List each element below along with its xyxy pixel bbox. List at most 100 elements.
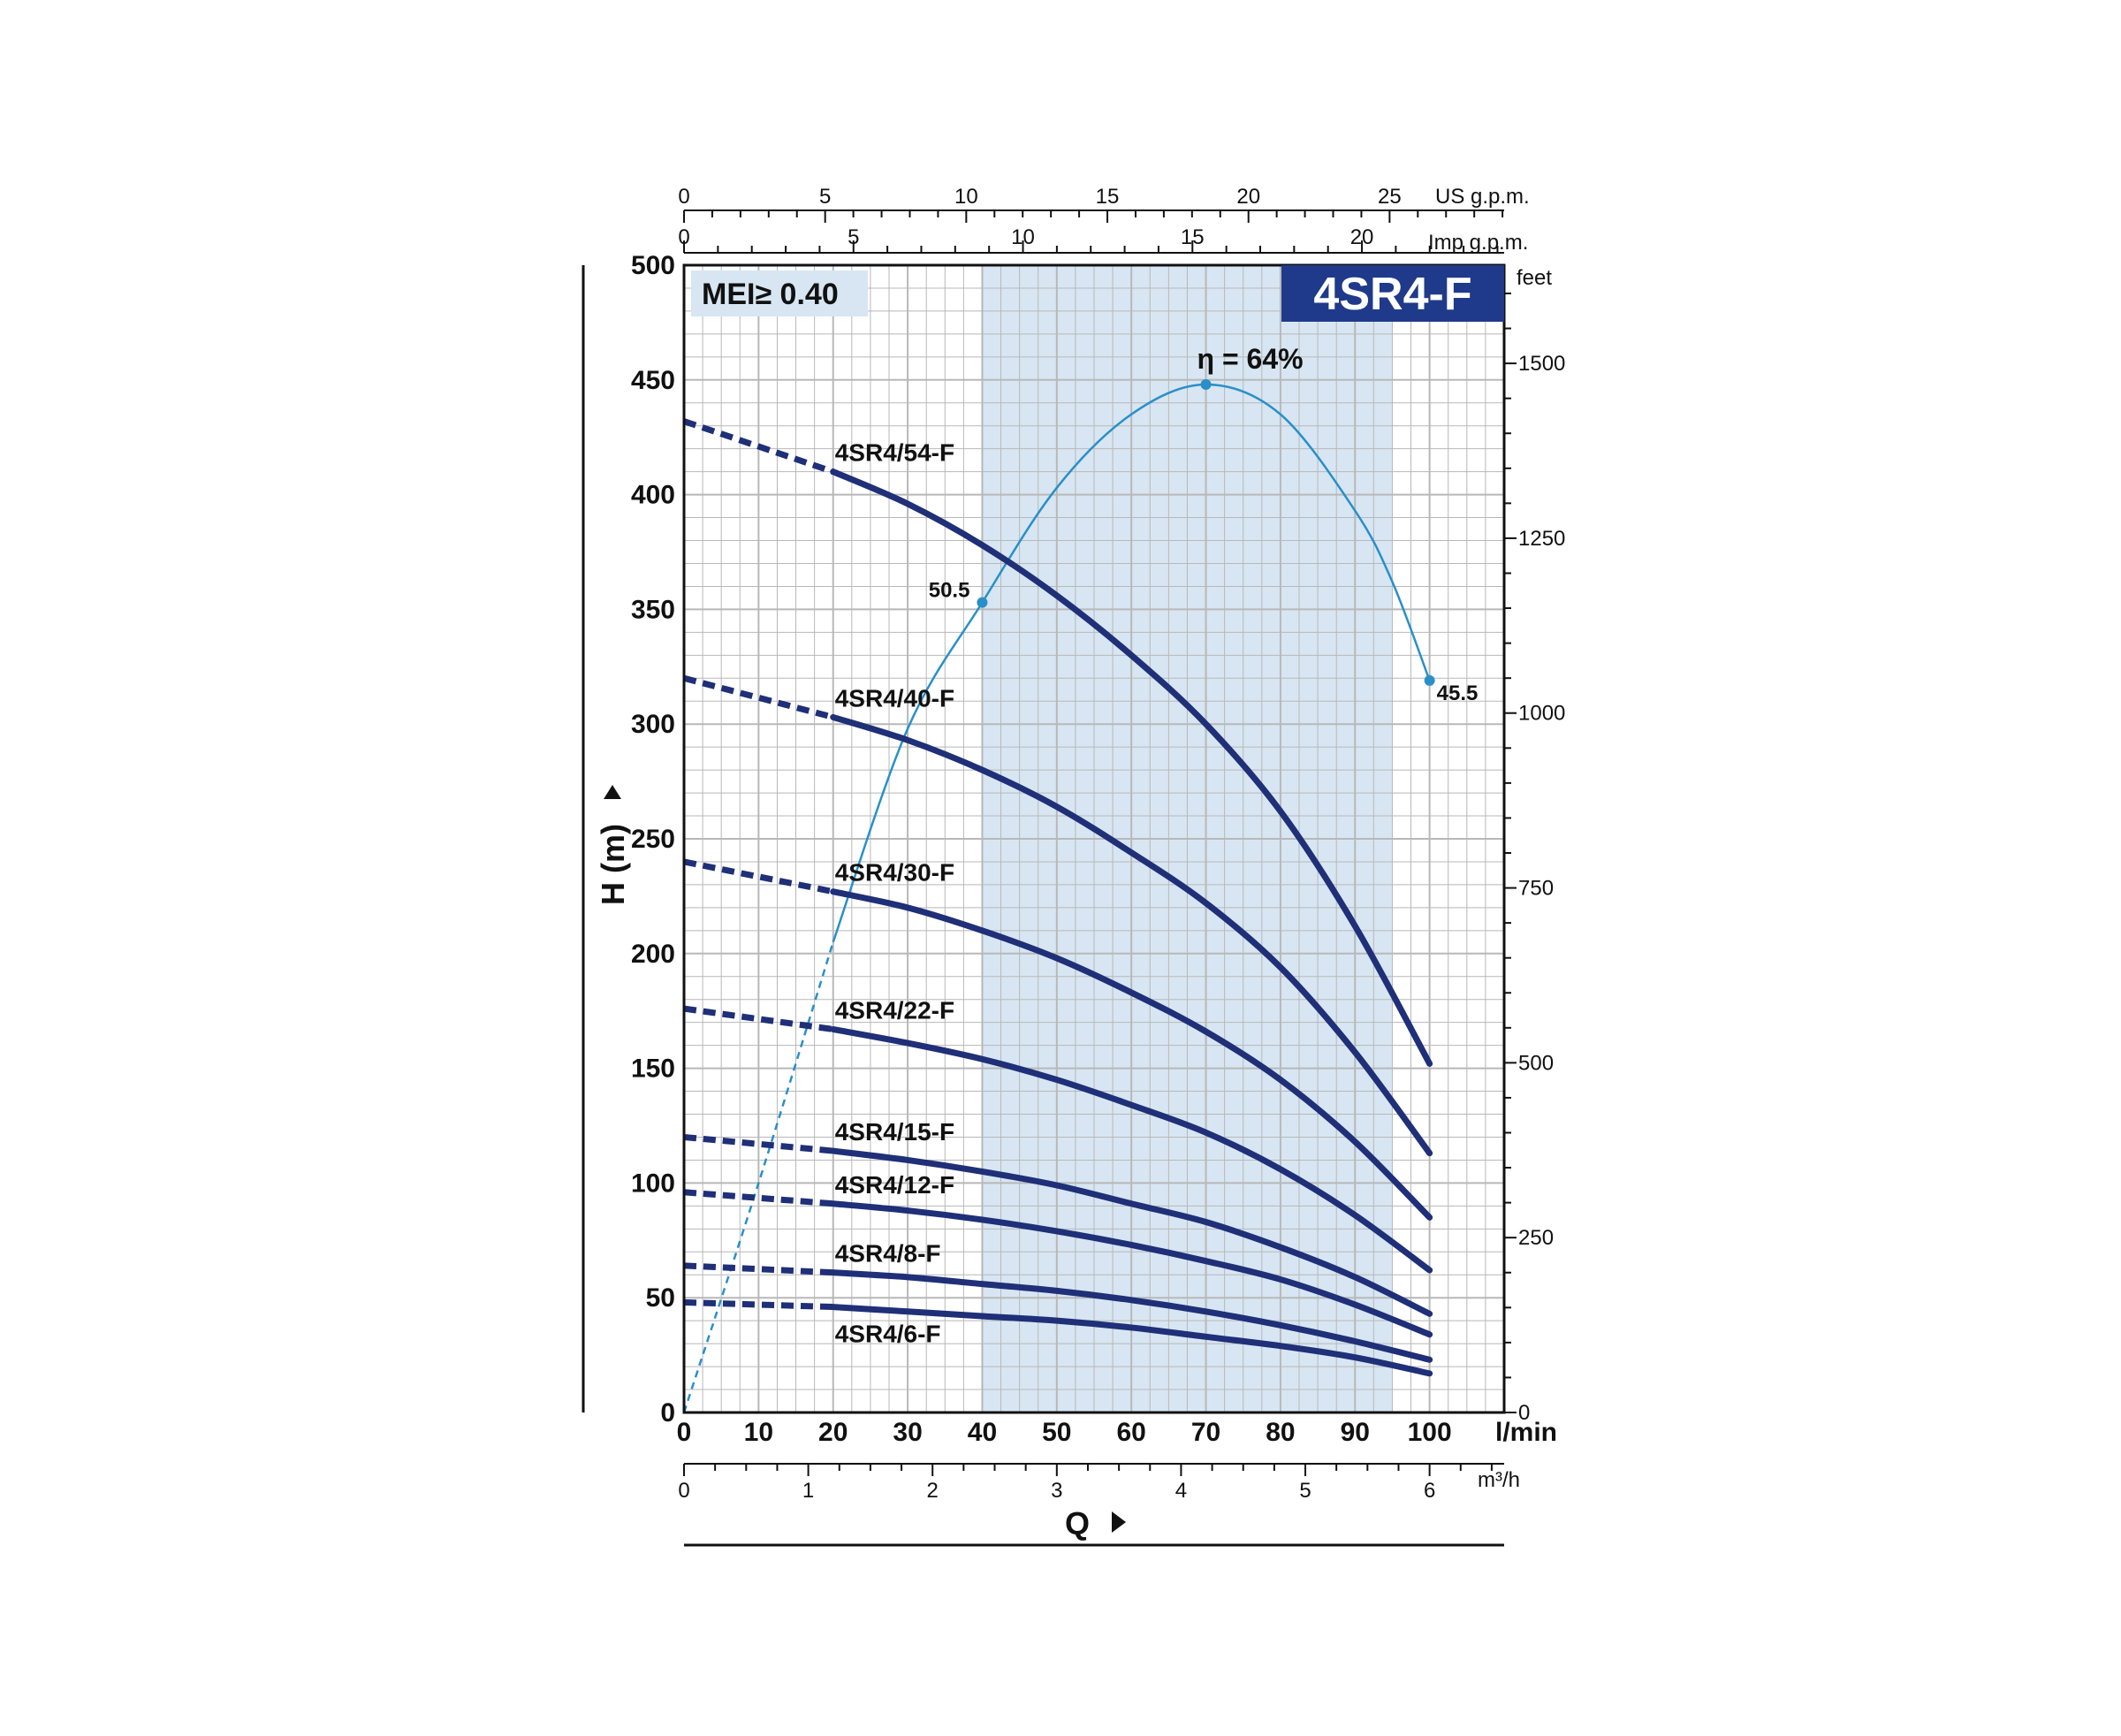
imp-gpm-tick-label: 0 (678, 225, 689, 249)
curve-group: 4SR4/15-F (683, 1118, 1433, 1317)
curve-dashed-segment (683, 858, 834, 895)
curve-label: 4SR4/22-F (835, 996, 954, 1024)
curve-solid-segment (830, 1025, 1433, 1274)
mei-badge-text: MEI≥ 0.40 (702, 278, 839, 311)
efficiency-point (977, 597, 988, 608)
curve-solid-segment (830, 1147, 1433, 1317)
imp-gpm-tick-label: 15 (1181, 225, 1205, 249)
efficiency-point-label: 50.5 (929, 579, 970, 603)
imp-gpm-tick-label: 20 (1350, 225, 1374, 249)
y-axis-arrow-icon (604, 785, 621, 799)
y-tick-label: 150 (631, 1055, 675, 1084)
curve-group: 4SR4/8-F (683, 1240, 1433, 1363)
m3h-tick-label: 1 (802, 1479, 814, 1503)
imp-gpm-axis-unit: Imp g.p.m. (1428, 231, 1528, 255)
y-tick-label: 400 (631, 481, 675, 510)
curve-label: 4SR4/12-F (835, 1171, 954, 1199)
feet-tick-label: 500 (1518, 1051, 1554, 1075)
curve-dashed-segment (683, 1298, 833, 1311)
us-gpm-tick-label: 15 (1096, 185, 1120, 209)
curve-label: 4SR4/40-F (835, 684, 954, 712)
plot-frame (682, 263, 1506, 1414)
x-tick-label: 60 (1116, 1418, 1145, 1447)
feet-tick-label: 1250 (1518, 527, 1565, 551)
curve-label: 4SR4/8-F (835, 1240, 941, 1268)
curve-group: 4SR4/22-F (683, 996, 1433, 1274)
m3h-tick-label: 2 (927, 1479, 939, 1503)
efficiency-peak-point (1200, 378, 1212, 390)
x-tick-label: 40 (968, 1418, 997, 1447)
efficiency-point (1424, 674, 1435, 686)
y-tick-label: 50 (646, 1283, 675, 1313)
efficiency-curve-dashed (682, 941, 834, 1413)
curve-dashed-segment (683, 1005, 834, 1032)
x-tick-label: 70 (1191, 1418, 1220, 1447)
curve-group: 4SR4/12-F (683, 1171, 1433, 1338)
feet-tick-label: 750 (1518, 877, 1554, 901)
curve-label: 4SR4/30-F (835, 859, 954, 887)
x-tick-label: 90 (1341, 1418, 1370, 1447)
us-gpm-tick-label: 20 (1236, 185, 1260, 209)
us-gpm-tick-label: 25 (1378, 185, 1402, 209)
efficiency-point-label: 45.5 (1437, 681, 1479, 705)
x-tick-label: 80 (1266, 1418, 1295, 1447)
curve-solid-segment (830, 468, 1433, 1067)
y-tick-label: 250 (631, 825, 675, 854)
curve-solid-segment (830, 1269, 1433, 1363)
m3h-tick-label: 0 (678, 1479, 689, 1503)
x-axis-unit: l/min (1495, 1418, 1557, 1447)
y-axis-title: H (m) (595, 824, 631, 905)
pump-curves: 4SR4/54-F 4SR4/40-F 4SR4/30-F 4SR4/22-F 4SR4… (682, 418, 1433, 1377)
m3h-tick-label: 6 (1424, 1479, 1435, 1503)
chart-title-box: 4SR4-F (1281, 265, 1504, 322)
axes: 0 10 20 30 40 50 60 70 80 90 100 l/min0501001502002… (631, 185, 1565, 1503)
us-gpm-tick-label: 5 (819, 185, 831, 209)
x-tick-label: 50 (1042, 1418, 1071, 1447)
m3h-tick-label: 3 (1051, 1479, 1062, 1503)
y-tick-label: 500 (631, 251, 675, 280)
curve-group: 4SR4/6-F (683, 1298, 1433, 1377)
y-tick-label: 450 (631, 366, 675, 395)
x-tick-label: 100 (1408, 1418, 1452, 1447)
curve-label: 4SR4/6-F (835, 1321, 941, 1348)
x-axis-label: Q (1065, 1505, 1126, 1542)
y-axis-label: H (m) (595, 785, 631, 905)
curve-dashed-segment (683, 1189, 833, 1207)
curve-solid-segment (830, 1200, 1433, 1338)
efficiency-curve: η = 64% 50.5 45.5 (682, 343, 1479, 1413)
curve-dashed-segment (683, 1133, 834, 1154)
feet-tick-label: 1500 (1518, 352, 1565, 376)
curve-group: 4SR4/30-F (683, 858, 1433, 1221)
x-tick-label: 10 (744, 1418, 773, 1447)
y-tick-label: 350 (631, 595, 675, 624)
m3h-tick-label: 5 (1299, 1479, 1311, 1503)
x-tick-label: 30 (893, 1418, 922, 1447)
feet-tick-label: 250 (1518, 1226, 1554, 1250)
x-tick-label: 0 (677, 1418, 692, 1447)
y-tick-label: 0 (660, 1398, 675, 1428)
x-axis-arrow-icon (1112, 1511, 1126, 1533)
curve-group: 4SR4/40-F (683, 674, 1433, 1157)
curve-solid-segment (830, 888, 1433, 1221)
efficiency-peak-label: η = 64% (1197, 343, 1304, 375)
grid (683, 264, 1505, 1413)
feet-tick-label: 0 (1518, 1401, 1530, 1425)
mei-badge: MEI≥ 0.40 (691, 270, 868, 316)
m3h-axis-unit: m³/h (1478, 1468, 1520, 1492)
y-tick-label: 100 (631, 1169, 675, 1198)
y-tick-label: 200 (631, 940, 675, 969)
curve-dashed-segment (683, 1262, 833, 1276)
us-gpm-tick-label: 10 (954, 185, 978, 209)
curve-dashed-segment (683, 674, 834, 720)
us-gpm-tick-label: 0 (678, 185, 689, 209)
feet-tick-label: 1000 (1518, 702, 1565, 726)
chart-title: 4SR4-F (1313, 269, 1471, 320)
imp-gpm-tick-label: 5 (848, 225, 859, 249)
imp-gpm-tick-label: 10 (1011, 225, 1035, 249)
m3h-tick-label: 4 (1175, 1479, 1187, 1503)
curve-group: 4SR4/54-F (682, 418, 1433, 1067)
curve-label: 4SR4/15-F (835, 1118, 954, 1146)
curve-label: 4SR4/54-F (835, 439, 954, 467)
curve-solid-segment (830, 713, 1433, 1157)
